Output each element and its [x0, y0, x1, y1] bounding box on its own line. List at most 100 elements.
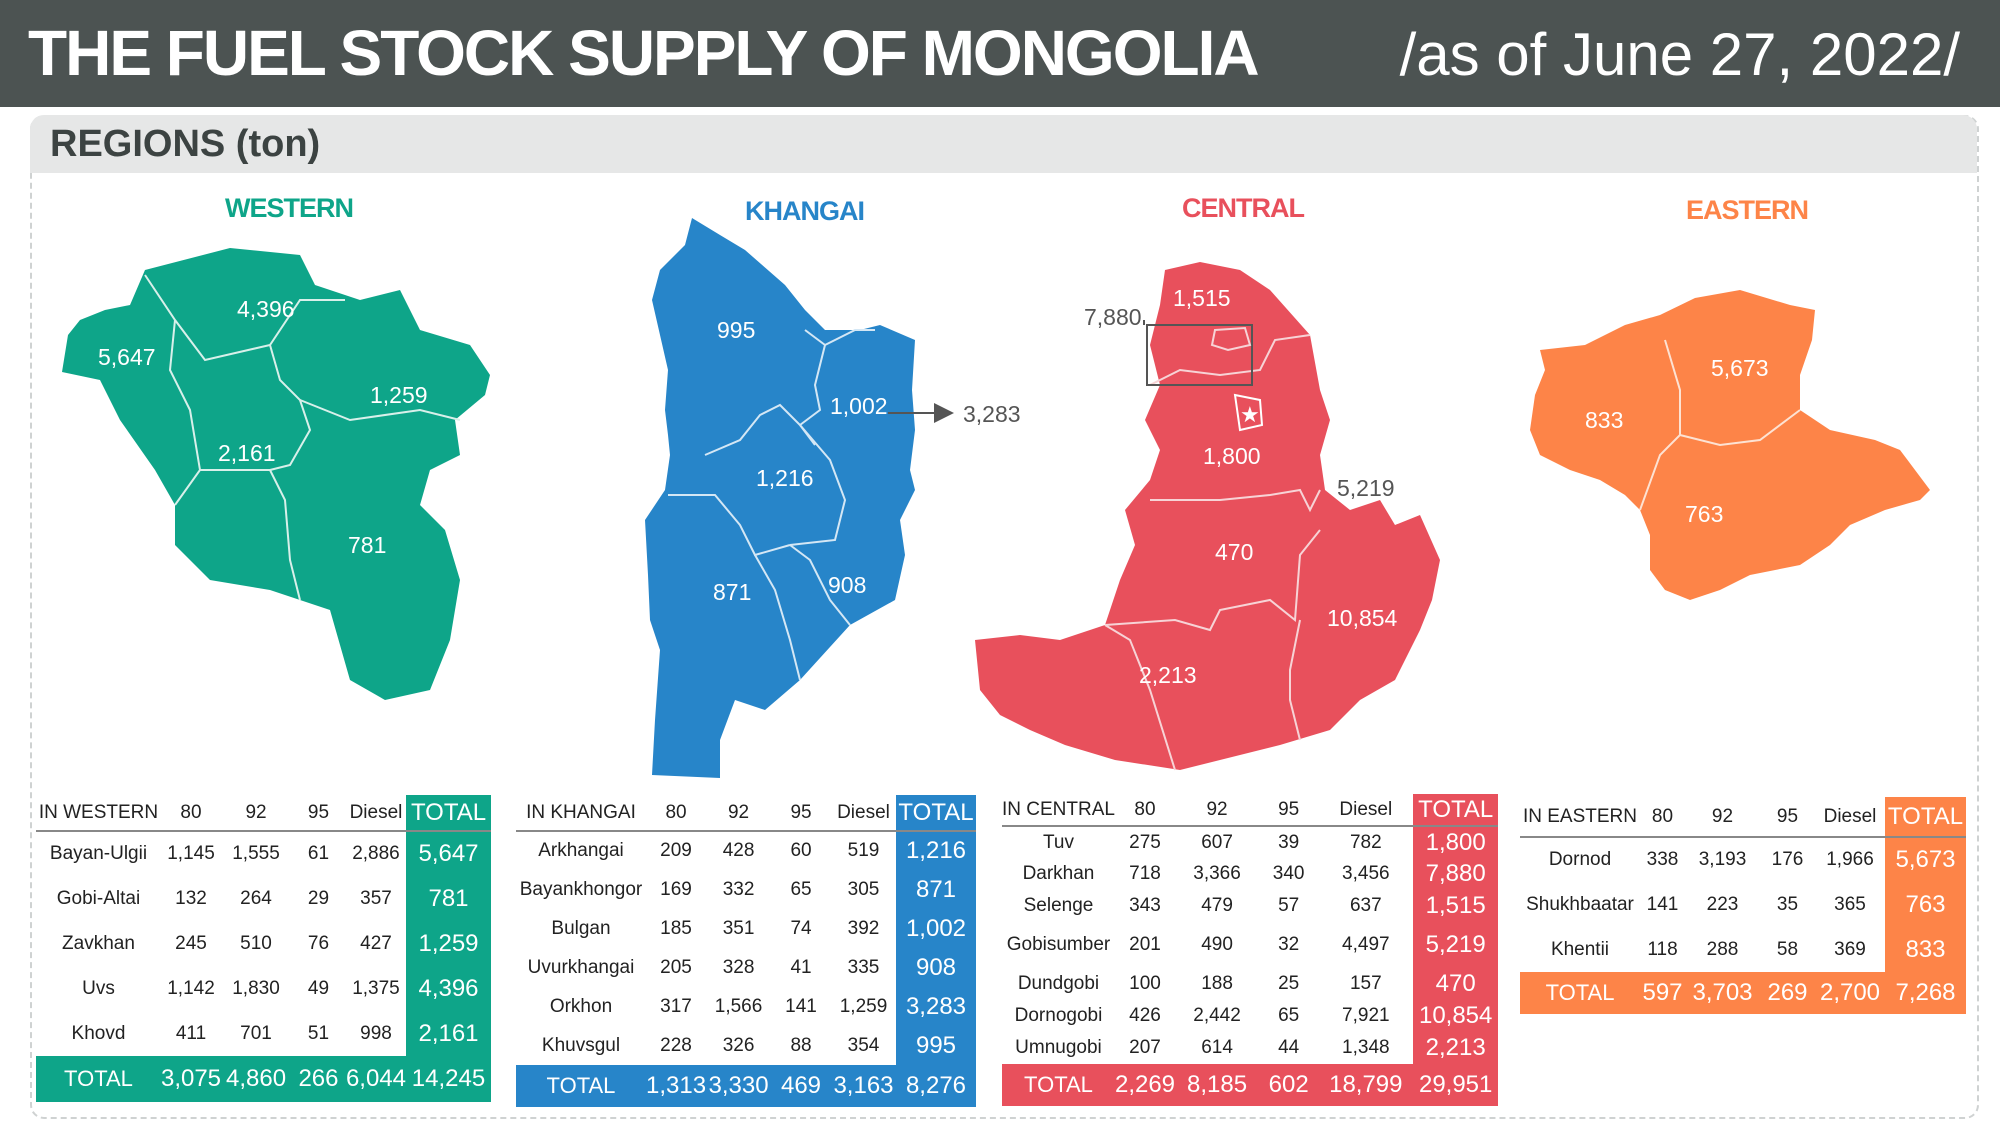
- cell-total: 10,854: [1413, 1000, 1498, 1032]
- cell: 3,075: [160, 1065, 222, 1092]
- khangai-col-region: IN KHANGAI: [516, 795, 646, 832]
- cell: 3,330: [708, 1072, 769, 1099]
- khangai-label-arkhangai: 1,216: [756, 465, 814, 491]
- eastern-col-92: 92: [1685, 797, 1760, 838]
- table-row: Dundgobi 100 188 25 157 470: [1002, 968, 1498, 1000]
- cell: 328: [722, 956, 755, 978]
- cell-total: 1,259: [406, 921, 491, 966]
- cell: Orkhon: [549, 995, 613, 1017]
- western-col-92: 92: [221, 795, 291, 832]
- cell: 61: [307, 843, 330, 864]
- cell: 4,860: [225, 1065, 287, 1092]
- table-row: Zavkhan 245 510 76 427 1,259: [36, 921, 491, 966]
- cell-total: 781: [406, 876, 491, 921]
- table-row: Gobi-Altai 132 264 29 357 781: [36, 876, 491, 921]
- cell: 426: [1129, 1005, 1161, 1026]
- cell: 6,044: [345, 1065, 407, 1092]
- cell: Bayankhongor: [519, 878, 643, 900]
- cell: 100: [1129, 973, 1161, 994]
- cell: 141: [785, 995, 817, 1017]
- cell: 317: [660, 995, 692, 1017]
- cell: Dundgobi: [1017, 973, 1100, 994]
- cell: 3,163: [833, 1072, 894, 1099]
- cell: Darkhan: [1022, 863, 1095, 884]
- cell: 411: [175, 1022, 207, 1044]
- cell-total: 5,673: [1885, 837, 1966, 882]
- central-col-92: 92: [1175, 794, 1260, 827]
- cell-total: 995: [895, 1026, 976, 1065]
- cell: 74: [790, 917, 812, 939]
- cell: 1,259: [839, 995, 888, 1017]
- cell: 340: [1272, 863, 1305, 884]
- table-row: Darkhan 718 3,366 340 3,456 7,880: [1002, 858, 1498, 890]
- central-col-diesel: Diesel: [1318, 794, 1414, 827]
- central-title: CENTRAL: [1182, 193, 1305, 223]
- cell: 49: [307, 977, 330, 999]
- cell-total: 5,647: [406, 831, 491, 876]
- western-title: WESTERN: [225, 193, 354, 223]
- cell: 2,269: [1114, 1071, 1176, 1098]
- section-title: REGIONS (ton): [50, 123, 321, 165]
- cell: Khentii: [1550, 938, 1610, 960]
- cell: 157: [1349, 973, 1382, 994]
- cell: 338: [1646, 849, 1679, 870]
- cell: Khovd: [71, 1022, 126, 1044]
- cell: Dornogobi: [1014, 1005, 1103, 1026]
- cell: Uvurkhangai: [527, 956, 635, 978]
- cell: 343: [1129, 895, 1161, 916]
- eastern-map: 5,673 833 763: [1530, 290, 1930, 600]
- cell: 490: [1201, 934, 1233, 955]
- central-callout-darkhan: 7,880: [1084, 304, 1142, 330]
- cell: 29: [307, 887, 330, 909]
- cell: Tuv: [1043, 831, 1074, 853]
- cell: Umnugobi: [1015, 1037, 1102, 1058]
- western-col-95: 95: [291, 795, 346, 832]
- cell: 332: [722, 878, 755, 900]
- cell: 269: [1767, 979, 1808, 1006]
- eastern-table: IN EASTERN 80 92 95 Diesel TOTAL Dornod 3…: [1520, 797, 1966, 1014]
- khangai-label-khuvsgul: 995: [717, 317, 755, 343]
- cell: 1,830: [232, 977, 280, 999]
- cell-total: 8,276: [905, 1072, 967, 1099]
- central-label-tuv: 1,800: [1203, 443, 1261, 469]
- central-table: IN CENTRAL 80 92 95 Diesel TOTAL Tuv 275 6…: [1002, 794, 1498, 1106]
- cell: Shukhbaatar: [1526, 893, 1634, 915]
- cell: 76: [307, 932, 330, 954]
- cell: 207: [1129, 1037, 1161, 1058]
- cell: 32: [1278, 934, 1300, 955]
- page-title: THE FUEL STOCK SUPPLY OF MONGOLIA: [28, 17, 1260, 89]
- cell: 51: [307, 1022, 330, 1044]
- cell: Khuvsgul: [541, 1034, 621, 1056]
- western-col-diesel: Diesel: [345, 795, 407, 832]
- central-label-selenge: 1,515: [1173, 285, 1231, 311]
- table-row: Selenge 343 479 57 637 1,515: [1002, 890, 1498, 922]
- central-label-dornogobi: 10,854: [1327, 605, 1398, 631]
- cell: 354: [847, 1034, 880, 1056]
- cell: 201: [1129, 934, 1161, 955]
- cell: Bulgan: [551, 917, 611, 939]
- table-row: Umnugobi 207 614 44 1,348 2,213: [1002, 1032, 1498, 1064]
- cell: 510: [240, 932, 272, 954]
- central-col-80: 80: [1114, 794, 1176, 827]
- table-row: Gobisumber 201 490 32 4,497 5,219: [1002, 922, 1498, 968]
- cell: 782: [1349, 831, 1382, 853]
- cell: 39: [1278, 831, 1300, 853]
- khangai-col-95: 95: [771, 795, 831, 832]
- eastern-title: EASTERN: [1686, 195, 1809, 225]
- cell: 60: [790, 840, 812, 861]
- cell: 141: [1646, 893, 1679, 915]
- central-col-total: TOTAL: [1413, 794, 1498, 827]
- table-row: Khentii 118 288 58 369 833: [1520, 927, 1966, 972]
- western-label-zavkhan: 1,259: [370, 382, 428, 408]
- khangai-table: IN KHANGAI 80 92 95 Diesel TOTAL Arkhang…: [516, 795, 976, 1107]
- cell-total: 7,268: [1895, 979, 1956, 1006]
- central-col-95: 95: [1259, 794, 1319, 827]
- cell: 188: [1201, 973, 1233, 994]
- central-label-dundgobi: 470: [1215, 539, 1253, 565]
- western-col-region: IN WESTERN: [36, 795, 161, 832]
- table-total-row: TOTAL 3,075 4,860 266 6,044 14,245: [36, 1056, 491, 1102]
- cell: 118: [1647, 938, 1678, 960]
- table-row: Uvurkhangai 205 328 41 335 908: [516, 948, 976, 987]
- cell: Dornod: [1548, 849, 1612, 870]
